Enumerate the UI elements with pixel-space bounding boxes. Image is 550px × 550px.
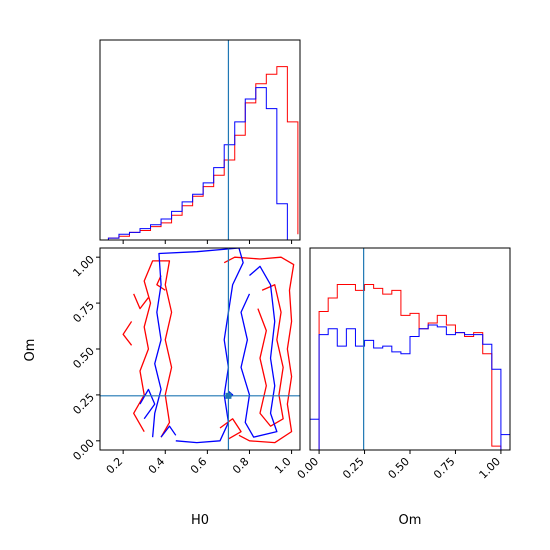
contour-H0-Om-contour-2: [122, 321, 133, 346]
contour-H0-Om-contour-7: [151, 248, 244, 444]
contour-H0-Om-truth-marker: [225, 392, 232, 399]
y-axis-label-Om: Om: [23, 339, 38, 362]
hist-H0-series-1: [107, 87, 298, 241]
contour-H0-Om-group: [100, 248, 300, 450]
hist-H0-group: [107, 66, 299, 241]
contour-H0-Om-contour-10: [160, 425, 177, 438]
contour-H0-Om-contour-8: [240, 265, 278, 438]
contour-H0-Om-contour-4: [223, 256, 295, 444]
contour-H0-Om-contour-3: [156, 275, 166, 291]
contour-H0-Om-contour-6: [219, 418, 242, 440]
hist-H0-frame: [99, 39, 301, 241]
contour-H0-Om-contour-9: [139, 388, 156, 420]
x-axis-label-Om: Om: [399, 513, 422, 528]
contour-H0-Om-contour-5: [257, 284, 284, 427]
hist-Om-group: [310, 284, 510, 450]
x-axis-label-H0: H0: [191, 513, 209, 528]
contour-H0-Om-contour-0: [133, 260, 173, 438]
hist-Om-series-1: [318, 324, 502, 450]
contour-H0-Om-contour-1: [133, 293, 149, 310]
hist-Om-series-0: [318, 284, 502, 450]
